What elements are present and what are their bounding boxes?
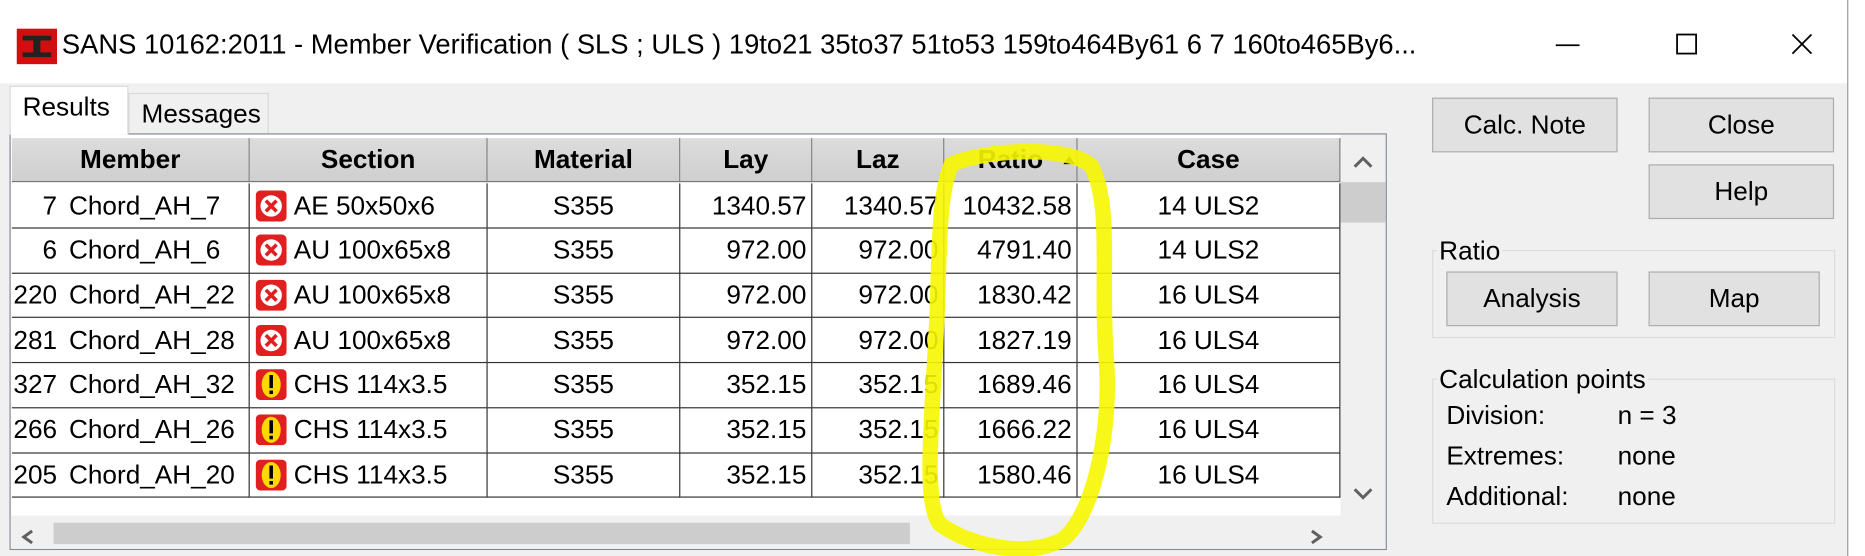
section-name: CHS 114x3.5 — [293, 414, 448, 445]
section-cell: CHS 114x3.5 — [249, 407, 488, 454]
ratio-group — [1432, 250, 1836, 339]
column-header[interactable]: Section — [249, 138, 488, 183]
calc-point-value: none — [1617, 440, 1676, 471]
material-cell: S355 — [487, 317, 681, 364]
case-cell: 16 ULS4 — [1077, 362, 1341, 409]
section-cell: AU 100x65x8 — [249, 228, 488, 274]
member-id: 220 — [13, 279, 58, 310]
member-cell: 281 Chord_AH_28 — [11, 317, 250, 364]
material-cell: S355 — [487, 273, 681, 319]
member-id: 266 — [13, 414, 58, 445]
map-button[interactable]: Map — [1648, 271, 1820, 327]
error-icon — [255, 279, 287, 311]
section-name: CHS 114x3.5 — [293, 369, 448, 400]
section-name: AU 100x65x8 — [293, 279, 451, 310]
column-header[interactable]: Case — [1077, 138, 1341, 183]
material-cell: S355 — [487, 228, 681, 274]
member-name: Chord_AH_26 — [68, 414, 235, 445]
member-name: Chord_AH_20 — [68, 459, 235, 489]
calc-point-label: Additional: — [1446, 480, 1569, 511]
member-id: 6 — [42, 234, 58, 265]
member-name: Chord_AH_6 — [68, 234, 221, 265]
member-cell: 220 Chord_AH_22 — [11, 273, 250, 319]
calc-point-label: Division: — [1446, 400, 1546, 430]
window-title: SANS 10162:2011 - Member Verification ( … — [61, 28, 1417, 60]
member-name: Chord_AH_22 — [68, 279, 235, 310]
window-controls — [1555, 33, 1813, 55]
section-name: AE 50x50x6 — [293, 189, 435, 220]
calc-note-button[interactable]: Calc. Note — [1432, 97, 1618, 153]
results-table: Member Section Material Lay Laz Ratio Case 7 Cho… — [9, 133, 1387, 551]
case-cell: 14 ULS2 — [1077, 228, 1341, 274]
section-cell: AE 50x50x6 — [249, 183, 488, 229]
member-cell: 266 Chord_AH_26 — [11, 407, 250, 454]
column-header[interactable]: Lay — [680, 138, 813, 183]
material-cell: S355 — [487, 452, 681, 498]
scroll-thumb — [1340, 182, 1386, 223]
member-cell: 7 Chord_AH_7 — [11, 183, 250, 229]
section-cell: CHS 114x3.5 — [249, 362, 488, 409]
tab-messages[interactable]: Messages — [128, 92, 269, 135]
member-id: 327 — [13, 369, 58, 400]
tab-results[interactable]: Results — [9, 85, 129, 135]
h-scroll-thumb — [53, 522, 910, 545]
case-cell: 16 ULS4 — [1077, 317, 1341, 364]
member-id: 281 — [13, 324, 58, 355]
ratio-group-label: Ratio — [1436, 235, 1503, 267]
vertical-scrollbar — [1340, 134, 1386, 516]
error-icon — [255, 189, 287, 221]
warning-icon — [255, 369, 287, 401]
case-cell: 14 ULS2 — [1077, 183, 1341, 229]
lay-cell: 972.00 — [680, 317, 813, 364]
error-icon — [255, 324, 287, 356]
close-button[interactable]: Close — [1648, 97, 1835, 153]
lay-cell: 352.15 — [680, 362, 813, 409]
section-cell: CHS 114x3.5 — [249, 452, 488, 498]
help-button[interactable]: Help — [1648, 164, 1835, 220]
member-cell: 327 Chord_AH_32 — [11, 362, 250, 409]
warning-icon — [255, 414, 287, 446]
member-cell: 205 Chord_AH_20 — [11, 452, 250, 498]
lay-cell: 352.15 — [680, 452, 813, 498]
section-cell: AU 100x65x8 — [249, 273, 488, 319]
error-icon — [255, 234, 287, 266]
maximize-button[interactable] — [1676, 33, 1697, 55]
lay-cell: 972.00 — [680, 228, 813, 274]
member-cell: 6 Chord_AH_6 — [11, 228, 250, 274]
member-name: Chord_AH_32 — [68, 369, 235, 400]
section-name: CHS 114x3.5 — [293, 459, 448, 489]
case-cell: 16 ULS4 — [1077, 452, 1341, 498]
column-header[interactable]: Member — [11, 138, 250, 183]
app-icon — [16, 28, 58, 65]
member-name: Chord_AH_7 — [68, 189, 221, 220]
material-cell: S355 — [487, 183, 681, 229]
material-cell: S355 — [487, 407, 681, 454]
lay-cell: 1340.57 — [680, 183, 813, 229]
material-cell: S355 — [487, 362, 681, 409]
calc-points-label: Calculation points — [1436, 364, 1649, 396]
scroll-arrows[interactable] — [11, 135, 1387, 551]
close-window-button[interactable] — [1791, 33, 1813, 55]
case-cell: 16 ULS4 — [1077, 407, 1341, 454]
column-header[interactable]: Material — [487, 138, 681, 183]
case-cell: 16 ULS4 — [1077, 273, 1341, 319]
warning-icon — [255, 459, 287, 491]
lay-cell: 352.15 — [680, 407, 813, 454]
calc-point-label: Extremes: — [1446, 440, 1565, 471]
member-id: 205 — [13, 459, 58, 489]
section-name: AU 100x65x8 — [293, 324, 451, 355]
background-window-edge — [1847, 0, 1865, 556]
title-bar: SANS 10162:2011 - Member Verification ( … — [0, 0, 1865, 84]
calc-point-value: n = 3 — [1617, 400, 1677, 430]
lay-cell: 972.00 — [680, 273, 813, 319]
analysis-button[interactable]: Analysis — [1446, 271, 1618, 327]
member-name: Chord_AH_28 — [68, 324, 235, 355]
member-id: 7 — [42, 189, 58, 220]
section-cell: AU 100x65x8 — [249, 317, 488, 364]
section-name: AU 100x65x8 — [293, 234, 451, 265]
calc-point-value: none — [1617, 480, 1676, 511]
